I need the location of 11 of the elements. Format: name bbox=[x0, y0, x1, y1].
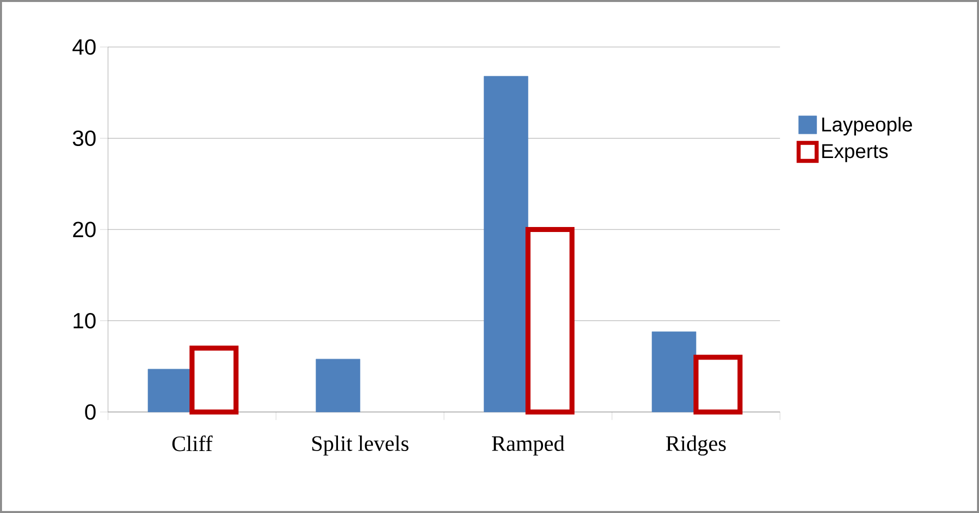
y-tick-label: 20 bbox=[73, 222, 96, 238]
legend-label: Experts bbox=[822, 144, 888, 162]
x-tick-label: Ramped bbox=[492, 436, 564, 456]
x-tick-label: Cliff bbox=[172, 436, 213, 452]
x-tick-label: Ridges bbox=[666, 436, 726, 456]
y-tick-label: 40 bbox=[72, 39, 96, 55]
y-tick-label: 10 bbox=[74, 312, 96, 329]
y-tick-label: 30 bbox=[72, 130, 96, 146]
y-tick-label: 0 bbox=[85, 404, 96, 420]
x-tick-label: Split levels bbox=[312, 436, 408, 456]
legend-label: Laypeople bbox=[822, 116, 912, 136]
